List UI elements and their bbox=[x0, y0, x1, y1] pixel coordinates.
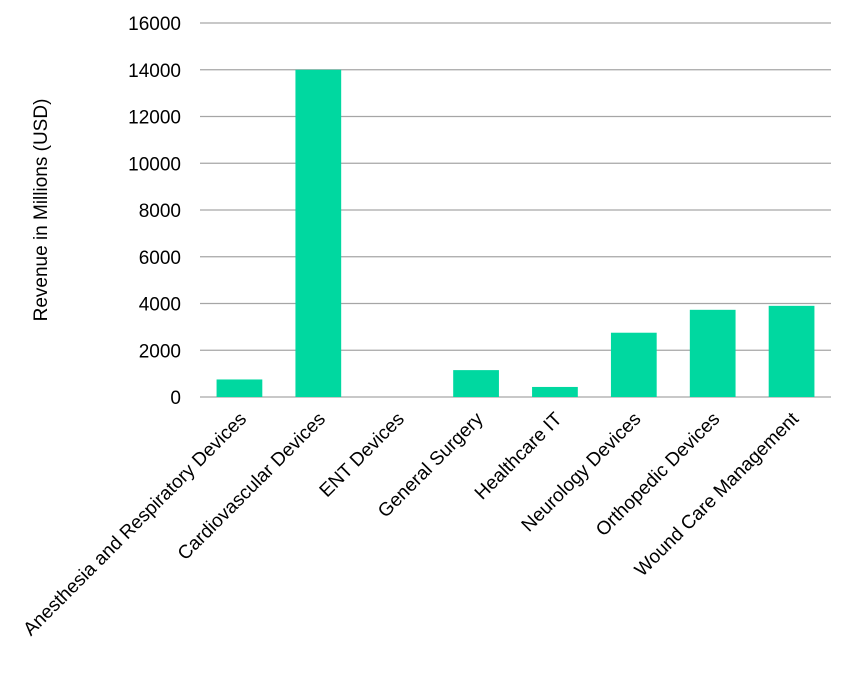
y-tick-label: 2000 bbox=[139, 341, 181, 362]
y-tick-label: 8000 bbox=[139, 201, 181, 222]
bar bbox=[295, 69, 342, 397]
x-category-label: Wound Care Management bbox=[631, 408, 804, 581]
gridlines bbox=[200, 22, 831, 398]
bar bbox=[216, 379, 263, 397]
x-axis-labels: Anesthesia and Respiratory DevicesCardio… bbox=[20, 408, 804, 640]
bar bbox=[689, 309, 736, 397]
y-tick-label: 14000 bbox=[128, 61, 181, 82]
y-axis-ticks: 0 2000 4000 6000 8000 10000 12000 14000 16000 bbox=[128, 14, 181, 409]
bars bbox=[216, 69, 815, 397]
y-tick-label: 12000 bbox=[128, 108, 181, 129]
y-axis-title: Revenue in Millions (USD) bbox=[31, 99, 52, 322]
bar bbox=[453, 370, 499, 397]
bar bbox=[768, 305, 815, 397]
y-tick-label: 6000 bbox=[139, 248, 181, 269]
y-tick-label: 16000 bbox=[128, 14, 181, 35]
bar bbox=[610, 332, 657, 397]
bar bbox=[532, 386, 578, 397]
y-tick-label: 10000 bbox=[128, 154, 181, 175]
y-tick-label: 4000 bbox=[139, 295, 181, 316]
x-category-label: Cardiovascular Devices bbox=[174, 409, 330, 565]
y-tick-label: 0 bbox=[170, 388, 181, 409]
